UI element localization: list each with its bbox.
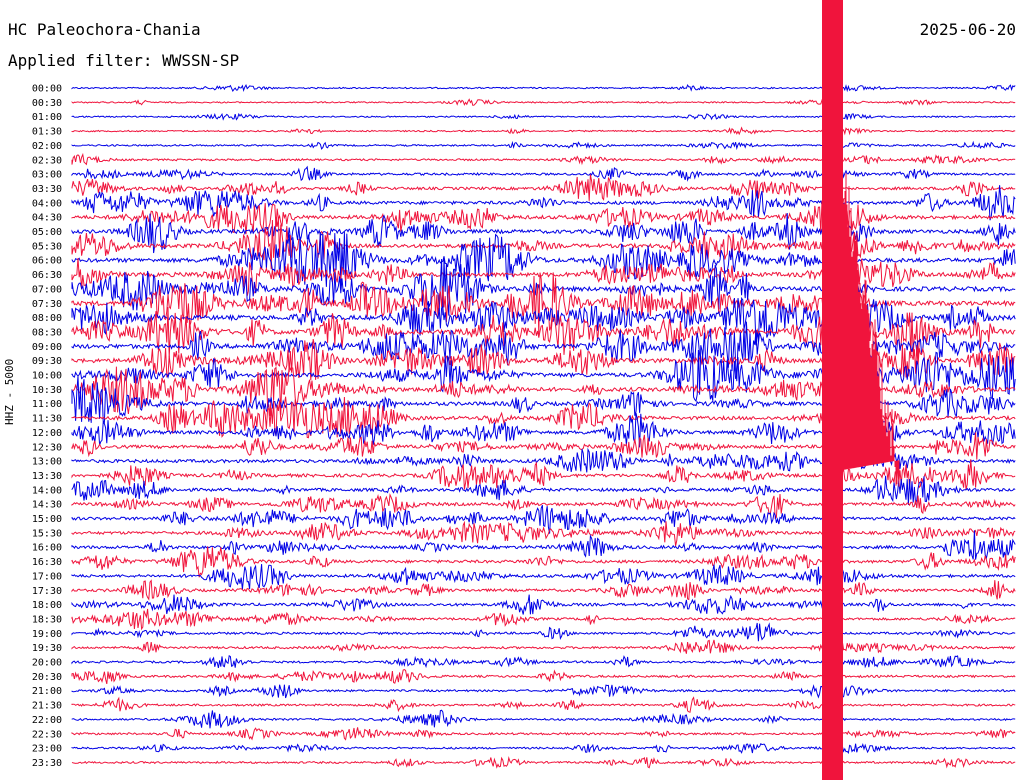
time-label: 18:00 [32, 600, 62, 611]
time-label: 07:30 [32, 299, 62, 310]
time-label: 04:00 [32, 198, 62, 209]
time-label: 01:30 [32, 127, 62, 138]
time-label: 08:00 [32, 313, 62, 324]
time-label: 18:30 [32, 614, 62, 625]
trace-line [71, 608, 1016, 631]
time-label: 01:00 [32, 112, 62, 123]
time-label: 20:30 [32, 672, 62, 683]
time-label: 16:00 [32, 543, 62, 554]
time-label: 00:00 [32, 84, 62, 95]
time-label: 02:30 [32, 155, 62, 166]
time-label: 07:00 [32, 284, 62, 295]
traces-group [71, 0, 1016, 780]
filter-label: Applied filter: WWSSN-SP [8, 51, 240, 70]
trace-line [71, 185, 1016, 221]
trace-line [71, 84, 1016, 93]
time-label: 15:00 [32, 514, 62, 525]
time-label: 19:00 [32, 629, 62, 640]
time-label: 12:00 [32, 428, 62, 439]
time-label: 13:00 [32, 457, 62, 468]
trace-line [71, 683, 1016, 699]
time-label: 23:00 [32, 744, 62, 755]
time-label: 09:00 [32, 342, 62, 353]
trace-line [71, 475, 1016, 506]
trace-line [71, 742, 1016, 754]
trace-line [71, 639, 1016, 654]
event-coda [842, 173, 900, 487]
time-label: 09:30 [32, 356, 62, 367]
time-label: 11:00 [32, 399, 62, 410]
time-label: 03:00 [32, 170, 62, 181]
trace-line [71, 174, 1016, 201]
time-label: 15:30 [32, 528, 62, 539]
trace-line [71, 696, 1016, 713]
trace-line [71, 622, 1016, 642]
trace-line [71, 505, 1016, 534]
time-label: 23:30 [32, 758, 62, 769]
time-label: 10:00 [32, 371, 62, 382]
trace-line [71, 520, 1016, 547]
time-label: 03:30 [32, 184, 62, 195]
time-label: 14:00 [32, 485, 62, 496]
time-label: 10:30 [32, 385, 62, 396]
time-label: 04:30 [32, 213, 62, 224]
time-label: 16:30 [32, 557, 62, 568]
trace-line [71, 165, 1016, 182]
time-label: 05:00 [32, 227, 62, 238]
time-label: 22:30 [32, 729, 62, 740]
trace-line [71, 579, 1016, 601]
time-label: 17:00 [32, 571, 62, 582]
trace-line [71, 709, 1016, 729]
saturated-event-band [822, 0, 843, 780]
time-label: 22:00 [32, 715, 62, 726]
trace-line [71, 140, 1016, 151]
time-label: 05:30 [32, 241, 62, 252]
date-label: 2025-06-20 [919, 20, 1016, 39]
time-label: 11:30 [32, 414, 62, 425]
trace-line [71, 231, 1016, 287]
trace-line [71, 258, 1016, 316]
time-label: 06:00 [32, 256, 62, 267]
trace-line [71, 152, 1016, 166]
time-label: 17:30 [32, 586, 62, 597]
trace-line [71, 459, 1016, 490]
trace-line [71, 530, 1016, 560]
time-label: 08:30 [32, 327, 62, 338]
station-title: HC Paleochora-Chania [8, 20, 201, 39]
trace-line [71, 655, 1016, 669]
trace-line [71, 112, 1016, 121]
trace-line [71, 98, 1016, 107]
trace-line [71, 727, 1016, 741]
trace-line [71, 492, 1016, 520]
trace-line [71, 594, 1016, 615]
time-label: 12:30 [32, 442, 62, 453]
trace-line [71, 756, 1016, 769]
time-label: 02:00 [32, 141, 62, 152]
time-label: 00:30 [32, 98, 62, 109]
trace-line [71, 257, 1016, 297]
trace-line [71, 562, 1016, 591]
time-label: 06:30 [32, 270, 62, 281]
trace-line [71, 546, 1016, 578]
trace-line [71, 192, 1016, 245]
time-label: 21:00 [32, 686, 62, 697]
time-label: 14:30 [32, 500, 62, 511]
time-label: 21:30 [32, 701, 62, 712]
time-label: 19:30 [32, 643, 62, 654]
trace-line [71, 126, 1016, 136]
trace-line [71, 669, 1016, 685]
trace-line [71, 217, 1016, 270]
time-labels-group: 00:00 00:30 01:00 01:30 02:00 02:30 03:00 03:30… [32, 84, 62, 769]
time-label: 13:30 [32, 471, 62, 482]
trace-line [71, 212, 1016, 254]
time-label: 20:00 [32, 658, 62, 669]
